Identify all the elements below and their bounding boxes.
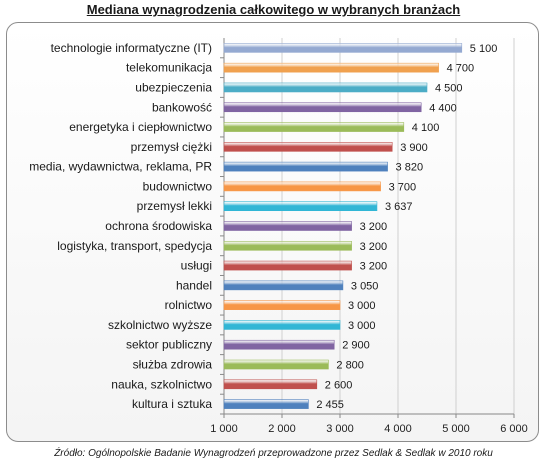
category-label: bankowość	[152, 100, 212, 114]
x-tick-label: 3 000	[326, 423, 354, 435]
value-label: 2 600	[325, 379, 353, 391]
x-tick-label: 4 000	[384, 423, 412, 435]
category-label: telekomunikacja	[126, 61, 212, 75]
value-label: 4 400	[429, 102, 457, 114]
value-label: 3 000	[348, 300, 376, 312]
value-label: 2 455	[316, 399, 344, 411]
value-label: 5 100	[470, 43, 498, 55]
bar-18	[223, 379, 318, 390]
bar-3	[223, 82, 428, 93]
bar-19	[223, 399, 309, 409]
bar-16	[223, 339, 335, 350]
bar-13	[223, 280, 344, 291]
bar-8	[223, 181, 381, 192]
category-label: ubezpieczenia	[135, 80, 212, 94]
value-label: 3 820	[396, 162, 424, 174]
bar-5	[223, 122, 405, 132]
category-label: służba zdrowia	[133, 358, 213, 372]
value-label: 4 700	[447, 63, 475, 75]
value-label: 3 700	[389, 181, 417, 193]
value-label: 2 800	[336, 360, 364, 372]
bar-11	[223, 240, 352, 251]
category-label: przemysł lekki	[137, 199, 212, 213]
bar-4	[223, 102, 422, 113]
x-tick-label: 2 000	[268, 423, 296, 435]
value-label: 4 500	[435, 82, 463, 94]
chart-frame	[6, 22, 539, 442]
category-label: sektor publiczny	[126, 338, 212, 352]
value-label: 3 000	[348, 320, 376, 332]
category-label: media, wydawnictwa, reklama, PR	[29, 160, 212, 174]
category-label: budownictwo	[143, 179, 213, 193]
bar-2	[223, 62, 439, 73]
x-tick-label: 6 000	[500, 423, 528, 435]
bar-12	[223, 260, 352, 271]
value-label: 3 200	[360, 261, 388, 273]
category-label: szkolnictwo wyższe	[108, 318, 212, 332]
value-label: 3 200	[360, 241, 388, 253]
value-label: 4 100	[412, 122, 440, 134]
bar-14	[223, 300, 341, 310]
bar-15	[223, 320, 341, 330]
source-note: Źródło: Ogólnopolskie Badanie Wynagrodze…	[54, 448, 493, 459]
category-label: logistyka, transport, spedycja	[57, 239, 212, 253]
value-label: 3 900	[400, 142, 428, 154]
category-label: kultura i sztuka	[132, 397, 212, 411]
bar-17	[223, 359, 329, 370]
value-label: 3 200	[360, 221, 388, 233]
category-label: usługi	[181, 259, 212, 273]
bar-6	[223, 142, 393, 152]
bar-7	[223, 161, 388, 172]
value-label: 3 637	[385, 201, 413, 213]
bar-9	[223, 201, 378, 212]
category-label: nauka, szkolnictwo	[111, 377, 212, 391]
x-tick-label: 1 000	[210, 423, 238, 435]
category-label: technologie informatyczne (IT)	[51, 41, 212, 55]
bar-10	[223, 221, 352, 231]
category-label: rolnictwo	[165, 298, 213, 312]
category-label: przemysł ciężki	[131, 140, 212, 154]
chart-title: Mediana wynagrodzenia całkowitego w wybr…	[86, 2, 461, 17]
category-label: handel	[176, 278, 212, 292]
value-label: 3 050	[351, 280, 379, 292]
bar-1	[223, 43, 463, 53]
category-label: ochrona środowiska	[105, 219, 212, 233]
x-tick-label: 5 000	[442, 423, 470, 435]
value-label: 2 900	[342, 340, 370, 352]
category-label: energetyka i ciepłownictwo	[69, 120, 212, 134]
